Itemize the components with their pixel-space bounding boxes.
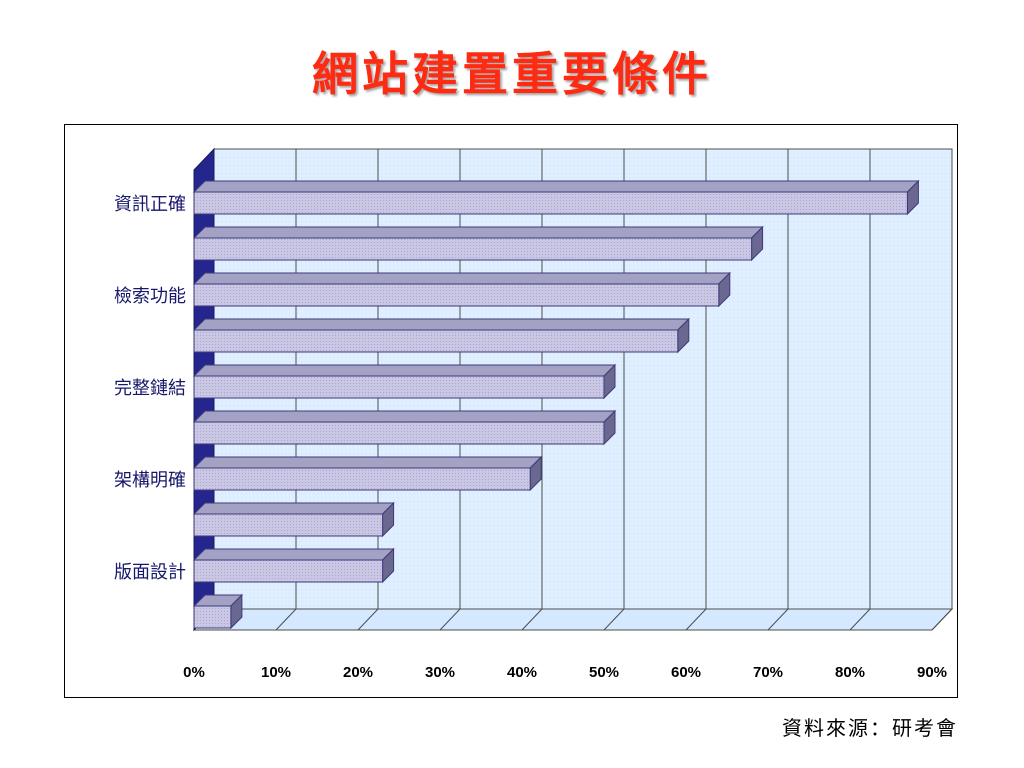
gridline-floor (439, 608, 461, 631)
bar-front (193, 375, 605, 399)
x-tick-label: 0% (183, 664, 205, 681)
bar (192, 455, 543, 492)
bar-front (193, 191, 908, 215)
category-label: 資訊正確 (114, 194, 186, 215)
bar-top (192, 226, 764, 239)
bar (192, 593, 244, 630)
x-tick-label: 80% (835, 664, 865, 681)
bar-top (192, 318, 691, 331)
floor (192, 608, 954, 631)
category-label: 檢索功能 (114, 286, 186, 307)
category-label: 版面設計 (114, 562, 186, 583)
category-label: 架構明確 (114, 470, 186, 491)
bar-front (193, 559, 384, 583)
gridline-floor (357, 608, 379, 631)
bar-top (192, 548, 395, 561)
x-tick-label: 70% (753, 664, 783, 681)
bar-top (192, 272, 732, 285)
x-tick-label: 50% (589, 664, 619, 681)
gridline-floor (767, 608, 789, 631)
source-note: 資料來源：研考會 (782, 716, 958, 740)
x-tick-label: 20% (343, 664, 373, 681)
bar (192, 501, 395, 538)
gridline-floor (521, 608, 543, 631)
bar-front (193, 329, 679, 353)
bar (192, 271, 732, 308)
x-tick-label: 30% (425, 664, 455, 681)
bar-top (192, 180, 920, 193)
bar-top (192, 410, 617, 423)
bar-front (193, 283, 720, 307)
chart-frame: 0% 10% 20% 30% 40% 50% 60% 70% 80% 90% 資訊正確檢索功能完整鏈… (64, 124, 958, 698)
x-tick-label: 60% (671, 664, 701, 681)
slide-title: 網站建置重要條件 (312, 47, 712, 101)
bar-front (193, 467, 531, 491)
bar-chart: 0% 10% 20% 30% 40% 50% 60% 70% 80% 90% 資訊正確檢索功能完整鏈… (114, 147, 954, 681)
gridline-floor (603, 608, 625, 631)
bar-top (192, 364, 617, 377)
bar (192, 547, 395, 584)
bar (192, 409, 617, 446)
bar-front (193, 513, 384, 537)
bar-front (193, 421, 605, 445)
bar-top (192, 456, 543, 469)
x-tick-label: 10% (261, 664, 291, 681)
gridline-floor (275, 608, 297, 631)
bar (192, 363, 617, 400)
x-tick-label: 40% (507, 664, 537, 681)
bar-front (193, 237, 753, 261)
category-label: 完整鏈結 (114, 378, 186, 399)
x-tick-label: 90% (917, 664, 947, 681)
bar (192, 225, 764, 262)
bar (192, 317, 691, 354)
gridline-floor (849, 608, 871, 631)
bar-front (193, 605, 232, 629)
bar-top (192, 502, 395, 515)
gridline-floor (931, 608, 953, 631)
bar (192, 179, 920, 216)
gridline-floor (685, 608, 707, 631)
